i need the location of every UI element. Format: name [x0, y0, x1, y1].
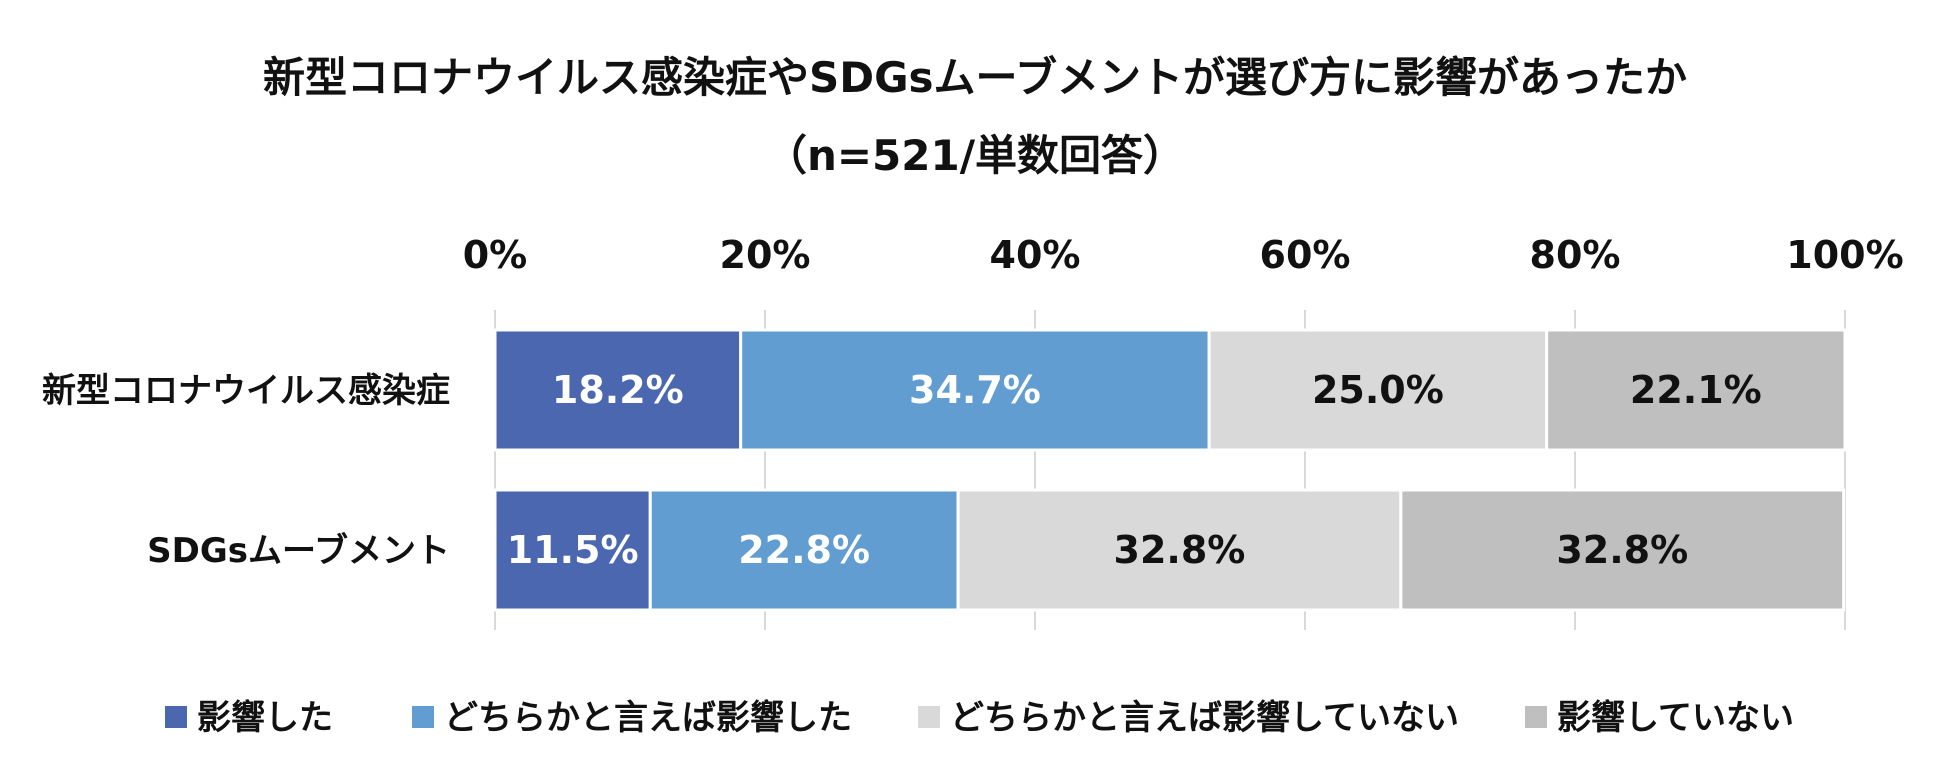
category-label: 新型コロナウイルス感染症	[42, 371, 450, 411]
legend-label: 影響していない	[1557, 698, 1794, 738]
bar-data-label: 25.0%	[1312, 368, 1444, 412]
bar-segment	[1545, 328, 1847, 452]
bars: 18.2% 34.7% 25.0% 22.1% 11.5% 22.8% 32.8% 32.8%	[493, 328, 1847, 612]
x-tick-label: 100%	[1786, 233, 1903, 277]
bar-data-label: 32.8%	[1114, 528, 1246, 572]
legend-swatch	[1525, 706, 1547, 728]
legend-swatch	[165, 706, 187, 728]
legend: 影響した どちらかと言えば影響した どちらかと言えば影響していない 影響していない	[165, 698, 1794, 738]
legend-label: どちらかと言えば影響していない	[950, 698, 1459, 738]
x-tick-label: 60%	[1260, 233, 1351, 277]
x-tick-label: 0%	[463, 233, 528, 277]
bar-data-label: 22.8%	[738, 528, 870, 572]
x-tick-label: 20%	[720, 233, 811, 277]
bar-data-label: 32.8%	[1556, 528, 1688, 572]
chart-subtitle: （n=521/単数回答）	[765, 131, 1185, 180]
bar-segment	[493, 328, 743, 452]
category-label: SDGsムーブメント	[147, 531, 450, 571]
chart-title: 新型コロナウイルス感染症やSDGsムーブメントが選び方に影響があったか	[263, 53, 1687, 102]
bar-data-label: 18.2%	[552, 368, 684, 412]
bar-data-label: 34.7%	[909, 368, 1041, 412]
legend-label: 影響した	[197, 698, 333, 738]
bar-segment	[956, 488, 1403, 612]
x-tick-label: 40%	[990, 233, 1081, 277]
bar-segment	[648, 488, 960, 612]
bar-data-label: 22.1%	[1630, 368, 1762, 412]
x-tick-label: 80%	[1530, 233, 1621, 277]
category-labels: 新型コロナウイルス感染症 SDGsムーブメント	[42, 371, 450, 571]
legend-swatch	[412, 706, 434, 728]
bar-segment	[493, 488, 652, 612]
x-axis-ticks: 0% 20% 40% 60% 80% 100%	[463, 233, 1904, 277]
legend-swatch	[918, 706, 940, 728]
bar-data-label: 11.5%	[507, 528, 639, 572]
legend-label: どちらかと言えば影響した	[444, 698, 852, 738]
bar-segment	[1399, 488, 1846, 612]
